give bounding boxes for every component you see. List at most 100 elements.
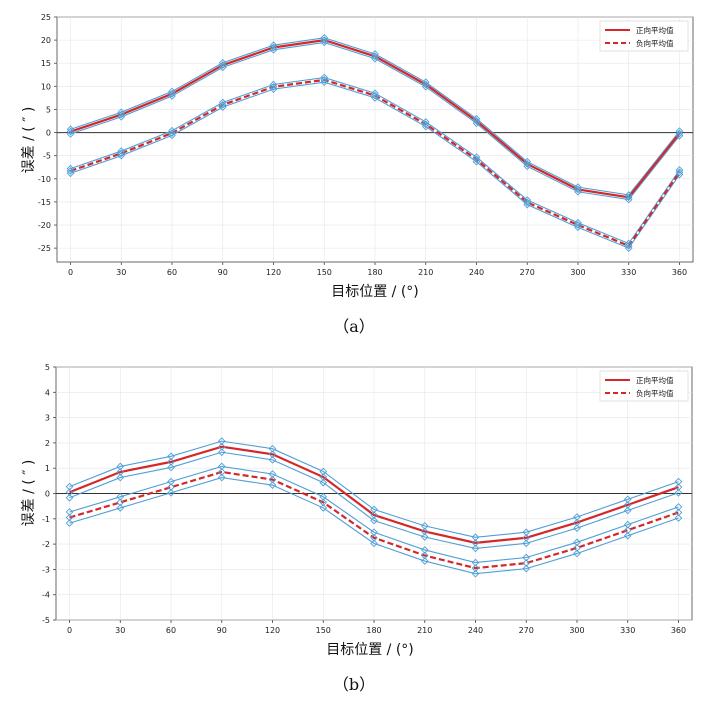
chart-a-series-1-point-0-2 <box>66 169 75 178</box>
chart-a-x-tick-label-5: 150 <box>317 268 332 277</box>
chart-a-bands <box>70 37 680 249</box>
chart-a-series-0-point-3-1 <box>218 58 227 67</box>
chart-a-x-tick-label-0: 0 <box>68 268 73 277</box>
chart-b-x-axis-label: 目标位置 / (°) <box>326 642 414 658</box>
chart-a-series-0-point-2-2 <box>168 92 176 100</box>
chart-b-series-0-point-5-2 <box>319 478 328 487</box>
chart-b-y-tick-label-7: 2 <box>45 439 50 448</box>
chart-a-series-0-point-7-1 <box>421 78 430 87</box>
chart-b-y-tick-label-0: -5 <box>42 616 50 625</box>
chart-b-series-1-point-0-0 <box>65 513 74 522</box>
chart-a-legend-label-1: 负向平均值 <box>636 38 674 48</box>
chart-b-series-1-point-4-0 <box>268 475 277 484</box>
chart-a-series-1-point-3-1 <box>218 98 227 107</box>
chart-b-series-0-point-6-0 <box>370 511 378 519</box>
chart-b-series-0-point-3-2 <box>217 448 226 457</box>
chart-b-series-0-point-4-0 <box>268 450 277 459</box>
chart-b-series-1-point-0-1 <box>65 508 74 516</box>
chart-b-series-0-point-8-2 <box>471 544 480 553</box>
chart-a-series-1-point-9-2 <box>523 200 532 209</box>
chart-a-y-ticks: -25 -20 -15 -10 -5 0 5 10 15 20 25 <box>38 13 57 253</box>
chart-b-x-tick-label-0: 0 <box>67 626 72 635</box>
chart-b-series-1-point-5-0 <box>319 498 328 507</box>
chart-b-series-1-point-8-0 <box>471 564 480 572</box>
chart-a-series-1-point-11-2 <box>624 244 633 252</box>
chart-b-series-1-point-3-1 <box>217 462 226 471</box>
chart-b-legend-label-1: 负向平均值 <box>636 388 674 398</box>
chart-b-series-0-point-0-0 <box>65 488 74 497</box>
chart-b-series-0-band-upper <box>69 440 679 538</box>
chart-b-series-0-point-1-2 <box>116 473 125 482</box>
chart-a-series-0-point-5-1 <box>320 33 329 42</box>
chart-a-series-0-point-11-1 <box>624 191 633 199</box>
chart-a-series-1-point-0-1 <box>66 164 75 173</box>
chart-a-y-axis-label: 误差 / ( ″ ) <box>21 107 37 174</box>
chart-b-series-1-point-4-2 <box>268 481 277 489</box>
chart-a-series-0-point-11-2 <box>624 195 633 204</box>
chart-a-series-0-point-7-2 <box>421 82 430 91</box>
chart-a-y-tick-label-6: 5 <box>46 105 51 114</box>
chart-b-series-0-point-9-2 <box>522 539 531 548</box>
chart-a-x-tick-label-1: 30 <box>116 268 126 277</box>
chart-b-y-tick-label-6: 1 <box>45 464 50 473</box>
chart-b-series-1-point-11-0 <box>623 526 632 535</box>
chart-b-legend-label-0: 正向平均值 <box>636 375 674 385</box>
chart-a-series-0-point-3-2 <box>218 63 227 72</box>
chart-b-series-0-point-11-2 <box>623 506 632 515</box>
chart-a-series-0-point-1-2 <box>117 113 126 121</box>
chart-b-series-0-point-2-1 <box>167 452 175 461</box>
chart-b-series-0-point-10-0 <box>573 518 581 527</box>
chart-a-panel-label: （a） <box>333 317 375 336</box>
chart-a-y-tick-label-0: -25 <box>38 244 51 253</box>
chart-a: 0 30 60 90 120 150 180 210 240 270 300 330 360 -25-2… <box>21 13 694 336</box>
chart-a-series-1-point-10-2 <box>574 223 582 232</box>
chart-a-series-1-point-1-2 <box>117 151 126 160</box>
chart-a-series-0-point-5-2 <box>320 38 329 47</box>
chart-b-legend-box <box>599 370 689 402</box>
chart-a-series-0-point-10-1 <box>574 183 582 191</box>
chart-a-y-tick-label-8: 15 <box>41 59 51 68</box>
chart-a-series-0-point-9-2 <box>523 162 532 171</box>
chart-b-series-1-point-6-1 <box>370 528 378 537</box>
chart-a-series-0-point-10-2 <box>574 187 582 196</box>
chart-b-y-tick-label-10: 5 <box>45 363 50 372</box>
chart-b-series-1-point-10-0 <box>573 544 581 552</box>
chart-b-x-tick-label-8: 240 <box>468 626 483 635</box>
chart-a-series-1-point-3-2 <box>218 103 227 111</box>
chart-a-x-axis-label: 目标位置 / (°) <box>331 284 419 300</box>
chart-a-series-0-band-lower <box>70 41 680 201</box>
chart-b-series-1-point-1-1 <box>116 492 125 501</box>
chart-a-series-0-point-8-2 <box>472 119 481 128</box>
chart-a-series-0-point-4-1 <box>269 41 278 50</box>
chart-b-series-1-point-6-0 <box>370 533 378 542</box>
chart-b-markers <box>65 437 683 578</box>
chart-a-x-ticks: 0 30 60 90 120 150 180 210 240 270 300 330 360 <box>68 262 687 277</box>
chart-b-x-tick-label-4: 120 <box>265 626 280 635</box>
chart-b-series-0-point-5-0 <box>319 473 328 481</box>
chart-a-series-0-point-6-2 <box>371 54 379 63</box>
chart-a-x-tick-label-4: 120 <box>266 268 281 277</box>
chart-b-series-0-point-0-1 <box>65 482 74 491</box>
chart-b-bands <box>69 440 679 575</box>
chart-b-x-tick-label-11: 330 <box>620 626 635 635</box>
chart-b-series-0-point-6-1 <box>370 505 378 514</box>
chart-b-series-1-point-9-2 <box>522 564 531 573</box>
chart-b-y-tick-label-9: 4 <box>45 388 50 397</box>
chart-a-series-1-point-7-1 <box>421 118 430 126</box>
chart-b-series-0-point-2-0 <box>167 458 175 466</box>
chart-b-x-ticks: 0 30 60 90 120 150 180 210 240 270 300 330 360 <box>67 620 686 635</box>
chart-b-series <box>69 445 679 570</box>
chart-a-series-1-band-lower <box>70 81 680 249</box>
chart-b-series-0-point-7-2 <box>420 533 429 541</box>
chart-b-series-0-point-1-0 <box>116 468 125 476</box>
chart-b-series-1-point-12-2 <box>674 514 683 522</box>
chart-b-series-1-point-12-0 <box>674 508 683 517</box>
chart-a-series-1-point-1-1 <box>117 147 126 155</box>
chart-a-series-0-point-0-2 <box>66 130 75 138</box>
chart-b-series-0-point-7-0 <box>420 527 429 536</box>
chart-a-series-0-point-4-2 <box>269 45 278 54</box>
chart-b-series-0-point-8-0 <box>471 538 480 547</box>
chart-b-x-tick-label-2: 60 <box>166 626 176 635</box>
chart-b-series-0-point-3-1 <box>217 437 226 445</box>
chart-b-series-1-band-upper <box>69 465 679 564</box>
